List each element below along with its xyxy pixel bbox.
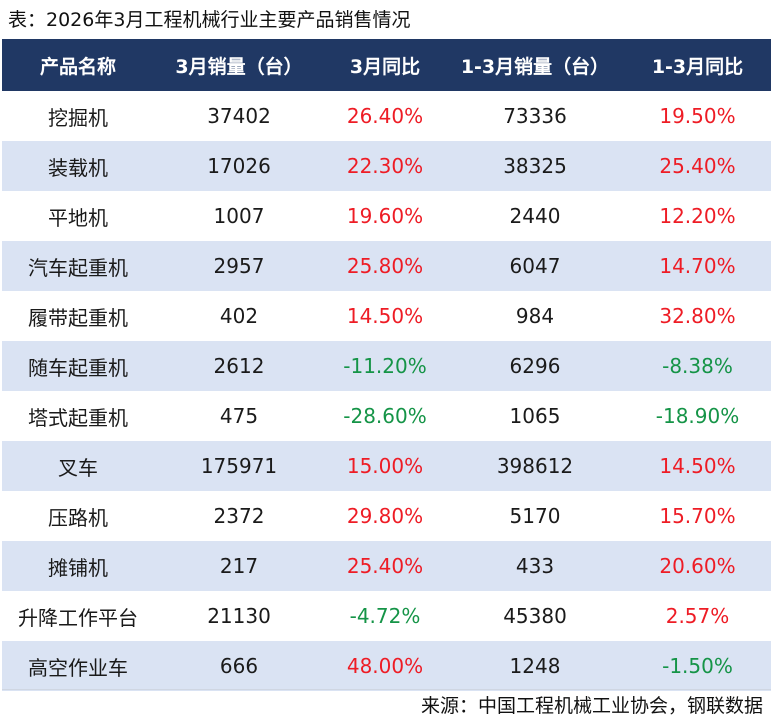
q1-yoy-cell: 2.57%: [665, 604, 730, 628]
sales-table: 产品名称 3月销量（台） 3月同比 1-3月销量（台） 1-3月同比 挖掘机 37…: [2, 39, 771, 691]
q1-yoy-cell: 19.50%: [659, 104, 736, 128]
march-sales-cell: 475: [219, 404, 259, 428]
product-name-cell: 挖掘机: [48, 105, 108, 130]
product-name-cell: 履带起重机: [28, 305, 128, 330]
march-sales-cell: 2612: [154, 341, 324, 391]
q1-sales-cell: 38325: [446, 141, 624, 191]
march-yoy-cell: 48.00%: [324, 641, 446, 691]
col-header-march-sales: 3月销量（台）: [154, 39, 324, 91]
product-name-cell: 装载机: [2, 141, 154, 191]
product-name-cell: 高空作业车: [2, 641, 154, 691]
table-row: 高空作业车 666 48.00% 1248 -1.50%: [2, 641, 771, 691]
header-row: 产品名称 3月销量（台） 3月同比 1-3月销量（台） 1-3月同比: [2, 39, 771, 91]
march-yoy-cell: 25.40%: [324, 541, 446, 591]
q1-yoy-cell: 25.40%: [624, 141, 771, 191]
march-yoy-cell: 29.80%: [346, 504, 424, 528]
march-sales-cell: 175971: [154, 441, 324, 491]
march-sales-cell: 17026: [154, 141, 324, 191]
q1-sales-cell: 2440: [509, 204, 561, 228]
q1-yoy-cell: 14.70%: [624, 241, 771, 291]
q1-yoy-cell: -18.90%: [655, 404, 740, 428]
march-yoy-cell: 26.40%: [346, 104, 424, 128]
col-header-q1-yoy: 1-3月同比: [624, 39, 771, 91]
product-name-cell: 塔式起重机: [28, 405, 128, 430]
q1-sales-cell: 45380: [503, 604, 567, 628]
q1-yoy-cell: -8.38%: [624, 341, 771, 391]
q1-sales-cell: 984: [515, 304, 555, 328]
col-header-march-yoy: 3月同比: [324, 39, 446, 91]
march-sales-cell: 2957: [154, 241, 324, 291]
table-row: 随车起重机 2612 -11.20% 6296 -8.38%: [2, 341, 771, 391]
q1-yoy-cell: 15.70%: [659, 504, 736, 528]
col-header-product: 产品名称: [2, 39, 154, 91]
march-sales-cell: 37402: [207, 104, 271, 128]
march-yoy-cell: 25.80%: [324, 241, 446, 291]
q1-yoy-cell: 20.60%: [624, 541, 771, 591]
q1-sales-cell: 6047: [446, 241, 624, 291]
table-body: 挖掘机 37402 26.40% 73336 19.50% 装载机 17026 22.30% 3…: [2, 91, 771, 691]
march-yoy-cell: -11.20%: [324, 341, 446, 391]
march-sales-cell: 1007: [213, 204, 265, 228]
col-header-q1-sales: 1-3月销量（台）: [446, 39, 624, 91]
march-sales-cell: 402: [219, 304, 259, 328]
product-name-cell: 叉车: [2, 441, 154, 491]
table-row: 履带起重机 402 14.50% 984 32.80%: [2, 291, 771, 341]
q1-yoy-cell: 14.50%: [624, 441, 771, 491]
q1-sales-cell: 73336: [503, 104, 567, 128]
product-name-cell: 随车起重机: [2, 341, 154, 391]
table-row: 汽车起重机 2957 25.80% 6047 14.70%: [2, 241, 771, 291]
march-yoy-cell: 22.30%: [324, 141, 446, 191]
table-row: 挖掘机 37402 26.40% 73336 19.50%: [2, 91, 771, 141]
table-row: 升降工作平台 21130 -4.72% 45380 2.57%: [2, 591, 771, 641]
source-note: 来源：中国工程机械工业协会，钢联数据: [420, 695, 763, 717]
q1-yoy-cell: 32.80%: [659, 304, 736, 328]
march-sales-cell: 2372: [213, 504, 265, 528]
q1-sales-cell: 5170: [509, 504, 561, 528]
q1-sales-cell: 1248: [446, 641, 624, 691]
march-yoy-cell: 19.60%: [346, 204, 424, 228]
product-name-cell: 升降工作平台: [18, 605, 138, 630]
table-row: 摊铺机 217 25.40% 433 20.60%: [2, 541, 771, 591]
product-name-cell: 平地机: [48, 205, 108, 230]
table-row: 叉车 175971 15.00% 398612 14.50%: [2, 441, 771, 491]
table-row: 装载机 17026 22.30% 38325 25.40%: [2, 141, 771, 191]
q1-sales-cell: 6296: [446, 341, 624, 391]
march-yoy-cell: 15.00%: [324, 441, 446, 491]
product-name-cell: 汽车起重机: [2, 241, 154, 291]
q1-sales-cell: 433: [446, 541, 624, 591]
footer-divider: [2, 689, 771, 690]
march-yoy-cell: -28.60%: [343, 404, 427, 428]
table-title: 表：2026年3月工程机械行业主要产品销售情况: [8, 9, 411, 31]
table-row: 塔式起重机 475 -28.60% 1065 -18.90%: [2, 391, 771, 441]
q1-yoy-cell: -1.50%: [624, 641, 771, 691]
q1-sales-cell: 398612: [446, 441, 624, 491]
q1-yoy-cell: 12.20%: [659, 204, 736, 228]
product-name-cell: 摊铺机: [2, 541, 154, 591]
march-sales-cell: 217: [154, 541, 324, 591]
q1-sales-cell: 1065: [509, 404, 561, 428]
march-yoy-cell: -4.72%: [349, 604, 421, 628]
march-yoy-cell: 14.50%: [346, 304, 424, 328]
table-row: 平地机 1007 19.60% 2440 12.20%: [2, 191, 771, 241]
march-sales-cell: 666: [154, 641, 324, 691]
march-sales-cell: 21130: [207, 604, 271, 628]
table-row: 压路机 2372 29.80% 5170 15.70%: [2, 491, 771, 541]
product-name-cell: 压路机: [48, 505, 108, 530]
